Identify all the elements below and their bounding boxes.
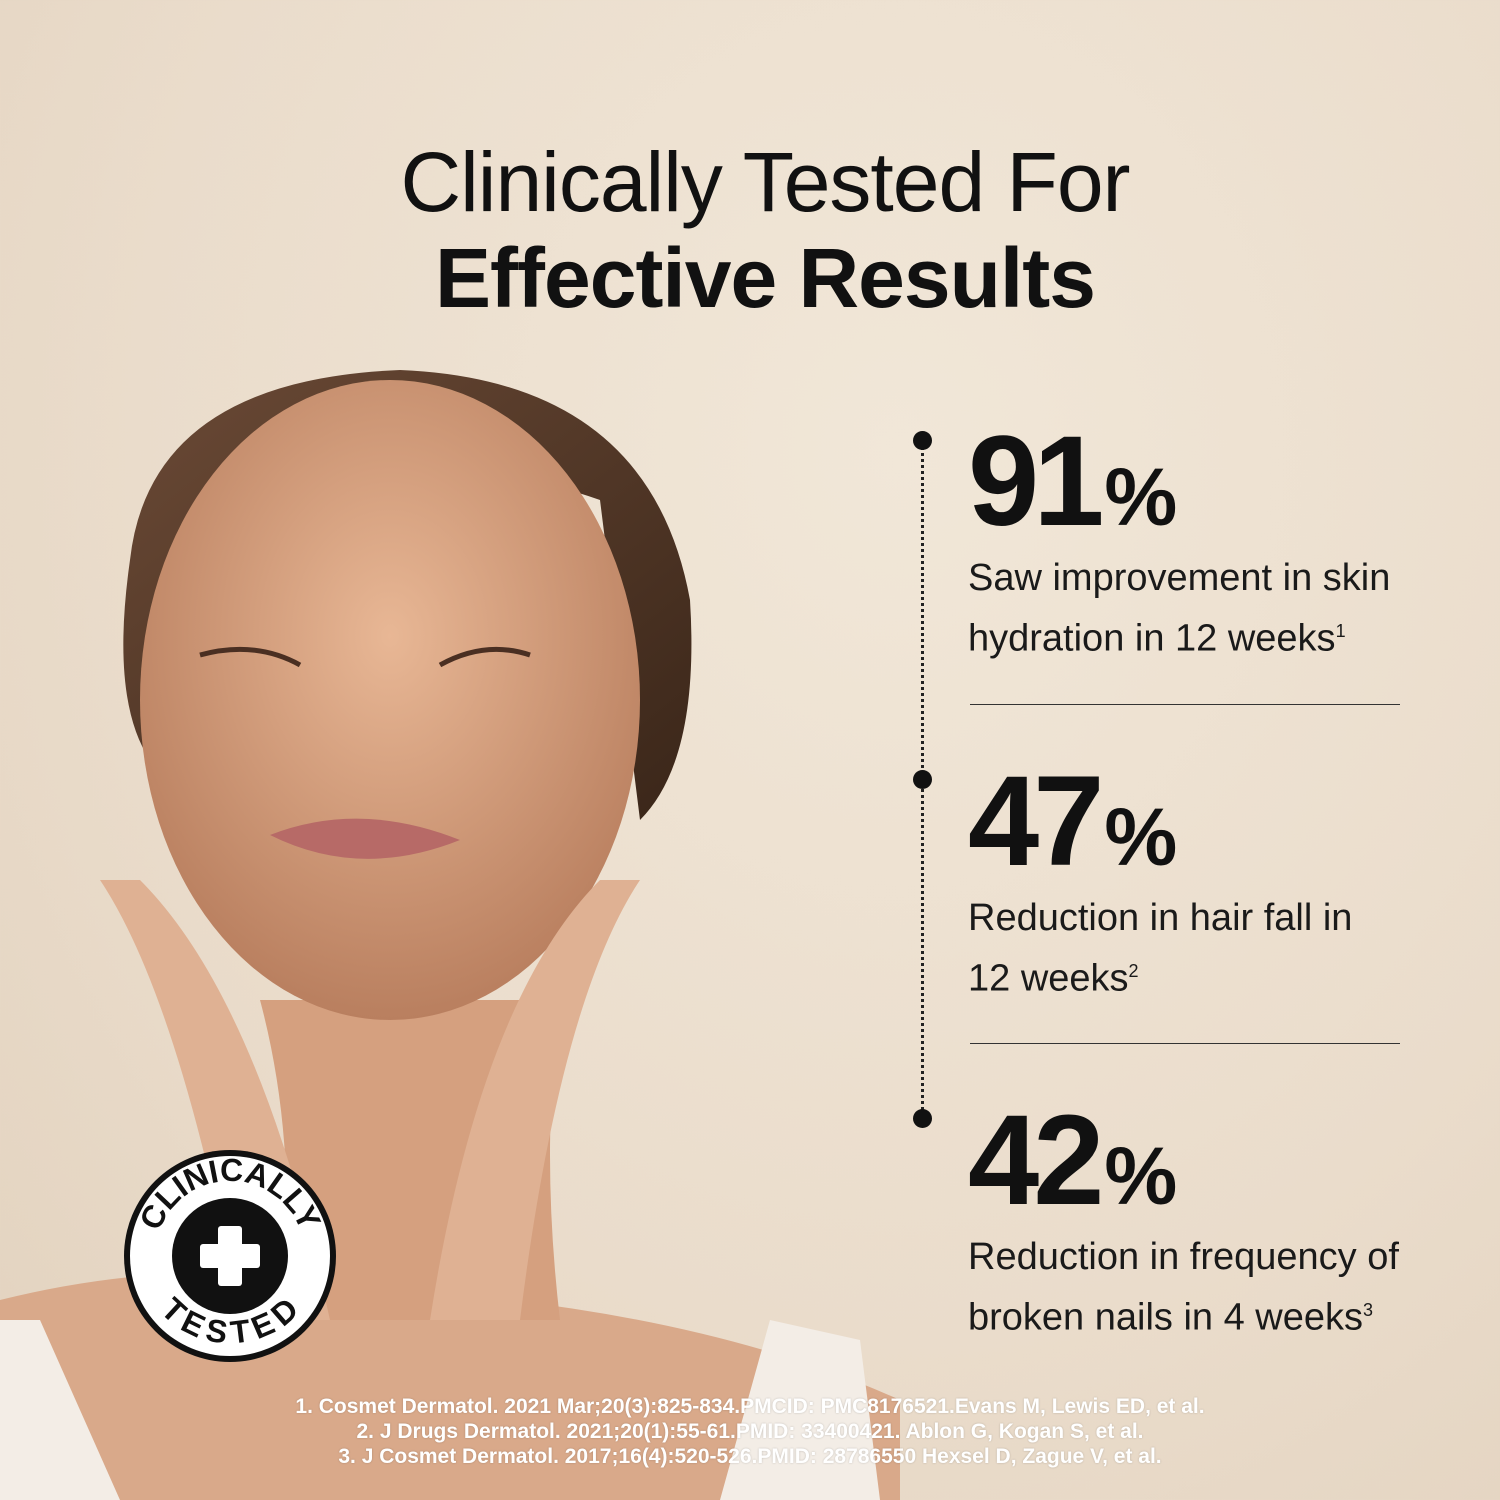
stat-description: Reduction in hair fall in 12 weeks [968,897,1353,1000]
footnote-ref: 2 [1128,961,1139,981]
stat-nails: 42% Reduction in frequency of broken nai… [968,1097,1468,1345]
timeline-dot [913,770,932,789]
plus-icon [200,1226,260,1286]
stat-hair-fall: 47% Reduction in hair fall in 12 weeks2 [968,758,1368,1006]
timeline-dot [913,1109,932,1128]
references: 1. Cosmet Dermatol. 2021 Mar;20(3):825-8… [0,1394,1500,1469]
clinically-tested-badge: CLINICALLY TESTED [124,1150,336,1362]
stat-unit: % [1104,1131,1178,1222]
stat-description: Reduction in frequency of broken nails i… [968,1236,1399,1339]
timeline-dot [913,431,932,450]
reference-item: 3. J Cosmet Dermatol. 2017;16(4):520-526… [338,1445,1162,1468]
divider [970,1043,1400,1044]
stat-value: 42 [968,1089,1104,1232]
reference-item: 2. J Drugs Dermatol. 2021;20(1):55-61.PM… [356,1420,1144,1443]
reference-item: 1. Cosmet Dermatol. 2021 Mar;20(3):825-8… [295,1395,1205,1418]
stat-value: 91 [968,410,1104,553]
stat-unit: % [1104,452,1178,543]
stat-unit: % [1104,792,1178,883]
headline-line-1: Clinically Tested For [400,135,1130,229]
footnote-ref: 1 [1335,621,1346,641]
stat-value: 47 [968,750,1104,893]
stat-description: Saw improvement in skin hydration in 12 … [968,557,1391,660]
divider [970,704,1400,705]
headline-line-2: Effective Results [435,231,1096,325]
stat-hydration: 91% Saw improvement in skin hydration in… [968,418,1448,666]
footnote-ref: 3 [1363,1300,1374,1320]
